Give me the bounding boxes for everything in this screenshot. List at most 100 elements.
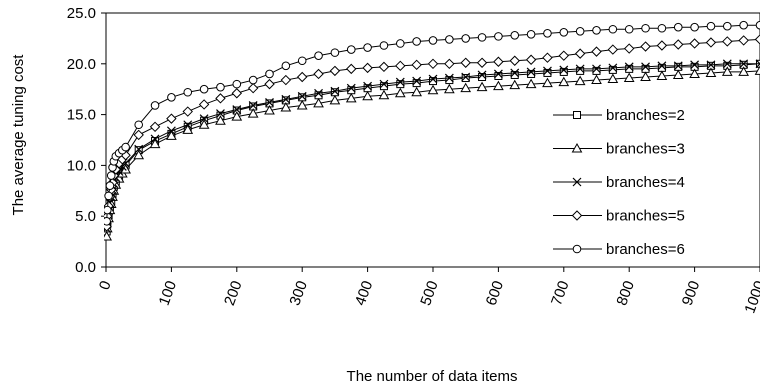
y-tick-label: 10.0 bbox=[67, 157, 96, 174]
x-tick-label: 900 bbox=[679, 279, 704, 308]
square-marker bbox=[298, 93, 307, 102]
square-marker bbox=[429, 77, 437, 86]
diamond-marker bbox=[264, 78, 275, 90]
x-marker bbox=[510, 68, 520, 78]
diamond-marker bbox=[574, 48, 586, 59]
legend-label: branches=5 bbox=[606, 208, 685, 225]
circle-marker bbox=[657, 23, 667, 33]
legend-label: branches=4 bbox=[606, 174, 685, 191]
circle-marker bbox=[330, 48, 340, 57]
square-marker bbox=[396, 80, 405, 89]
diamond-marker bbox=[673, 39, 684, 50]
circle-marker bbox=[104, 216, 111, 226]
x-axis: 0 100 200 300 400 500 600 700 800 900 1000 bbox=[96, 267, 760, 316]
x-marker bbox=[461, 72, 471, 82]
circle-marker bbox=[314, 51, 323, 60]
x-marker bbox=[608, 63, 618, 73]
circle-marker bbox=[739, 20, 748, 30]
triangle-marker bbox=[133, 149, 145, 160]
circle-marker bbox=[183, 87, 193, 97]
circle-marker bbox=[559, 28, 569, 37]
x-marker bbox=[739, 59, 749, 69]
circle-marker bbox=[428, 36, 438, 45]
y-tick-label: 5.0 bbox=[75, 208, 96, 225]
diamond-marker bbox=[313, 68, 324, 80]
triangle-marker bbox=[313, 97, 324, 108]
circle-marker bbox=[121, 142, 130, 152]
diamond-marker bbox=[296, 71, 308, 83]
legend-label: branches=2 bbox=[606, 107, 685, 124]
y-tick-label: 20.0 bbox=[67, 56, 96, 73]
circle-marker bbox=[461, 34, 471, 43]
circle-marker bbox=[641, 23, 650, 33]
x-marker bbox=[493, 69, 503, 79]
square-marker bbox=[674, 62, 683, 71]
diamond-marker bbox=[493, 56, 504, 67]
circle-marker bbox=[379, 41, 389, 50]
x-marker bbox=[166, 126, 176, 136]
triangle-marker bbox=[394, 87, 406, 98]
circle-marker bbox=[608, 24, 618, 34]
diamond-marker bbox=[329, 65, 341, 77]
y-tick-label: 15.0 bbox=[67, 107, 96, 124]
diamond-marker bbox=[460, 57, 471, 68]
triangle-marker bbox=[591, 74, 602, 85]
x-marker bbox=[412, 76, 422, 86]
triangle-marker bbox=[329, 94, 341, 105]
circle-marker bbox=[199, 84, 209, 94]
circle-marker bbox=[297, 56, 307, 66]
triangle-marker bbox=[476, 81, 488, 92]
x-tick-label: 600 bbox=[483, 279, 508, 308]
diamond-marker bbox=[656, 40, 668, 51]
triangle-marker bbox=[754, 65, 760, 75]
triangle-marker bbox=[231, 111, 243, 121]
x-marker bbox=[543, 66, 552, 76]
circle-marker bbox=[216, 82, 225, 92]
circle-marker bbox=[248, 75, 258, 85]
x-marker bbox=[232, 105, 242, 114]
triangle-marker bbox=[264, 105, 275, 115]
x-marker bbox=[690, 60, 700, 70]
x-marker bbox=[297, 91, 307, 101]
triangle-marker bbox=[493, 80, 504, 91]
diamond-marker bbox=[411, 59, 422, 71]
x-marker bbox=[572, 177, 582, 187]
triangle-marker bbox=[623, 72, 635, 83]
x-marker bbox=[134, 144, 144, 154]
diamond-marker bbox=[133, 129, 144, 141]
diamond-marker bbox=[689, 38, 700, 49]
circle-marker bbox=[494, 32, 503, 41]
y-axis: 0.0 5.0 10.0 15.0 20.0 25.0 bbox=[67, 5, 106, 276]
circle-marker bbox=[510, 31, 520, 40]
square-marker bbox=[527, 69, 536, 78]
triangle-marker bbox=[166, 130, 177, 140]
x-marker bbox=[330, 86, 340, 96]
circle-marker bbox=[363, 43, 372, 52]
circle-marker bbox=[575, 26, 585, 36]
legend-item: branches=6 bbox=[553, 241, 685, 258]
circle-marker bbox=[624, 24, 634, 34]
diamond-marker bbox=[558, 50, 570, 61]
square-marker bbox=[576, 66, 585, 75]
diamond-marker bbox=[444, 58, 455, 70]
square-marker bbox=[412, 79, 421, 88]
x-marker bbox=[248, 101, 258, 110]
square-marker bbox=[379, 82, 388, 91]
diamond-marker bbox=[362, 62, 373, 74]
x-marker bbox=[755, 59, 760, 69]
triangle-marker bbox=[460, 82, 472, 93]
circle-marker bbox=[543, 29, 552, 38]
x-marker bbox=[363, 81, 373, 91]
circle-marker bbox=[673, 22, 683, 32]
x-marker bbox=[150, 134, 160, 144]
diamond-marker bbox=[166, 113, 177, 124]
x-marker bbox=[477, 70, 487, 80]
circle-marker bbox=[572, 244, 582, 254]
square-marker bbox=[494, 71, 503, 80]
x-marker bbox=[444, 73, 454, 83]
series-branches-3 bbox=[104, 65, 760, 241]
y-axis-label: The average tuning cost bbox=[10, 54, 27, 216]
x-marker bbox=[641, 62, 650, 72]
triangle-marker bbox=[215, 115, 226, 125]
